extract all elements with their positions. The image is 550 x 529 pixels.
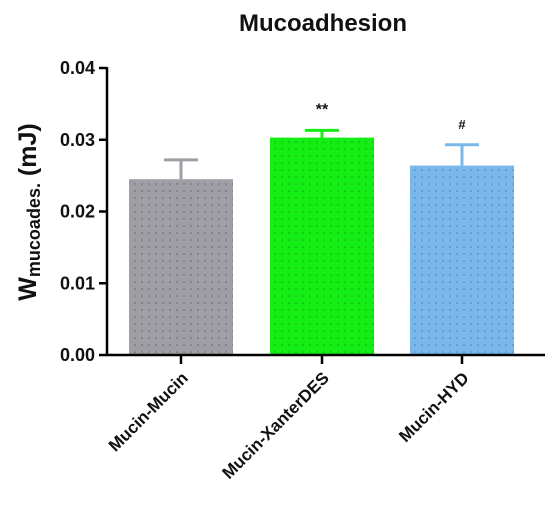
bar-texture (129, 179, 233, 355)
y-axis-title-main: W (14, 277, 42, 301)
bars (129, 137, 514, 355)
x-tick-label: Mucin-XanterDES (219, 368, 333, 482)
significance-mark: ** (316, 101, 329, 118)
y-tick-label: 0.00 (60, 345, 95, 365)
y-axis-title-unit: (mJ) (14, 123, 42, 183)
x-tick-label: Mucin-Mucin (105, 368, 192, 455)
y-tick-label: 0.02 (60, 202, 95, 222)
error-bars (164, 128, 479, 180)
chart-title: Mucoadhesion (239, 10, 407, 37)
y-axis-title-sub: mucoades. (24, 183, 44, 277)
significance-labels: ** # (316, 101, 467, 131)
significance-mark: # (458, 117, 466, 132)
y-axis-ticks: 0.00 0.01 0.02 0.03 0.04 (60, 58, 107, 365)
y-tick-label: 0.04 (60, 58, 95, 78)
y-tick-label: 0.01 (60, 273, 95, 293)
y-tick-label: 0.03 (60, 130, 95, 150)
x-axis-labels: Mucin-Mucin Mucin-XanterDES Mucin-HYD (105, 355, 473, 483)
bar-texture (410, 165, 514, 355)
y-axis-title: Wmucoades. (mJ) (14, 123, 44, 300)
bar-texture (270, 137, 374, 355)
x-tick-label: Mucin-HYD (395, 368, 473, 446)
